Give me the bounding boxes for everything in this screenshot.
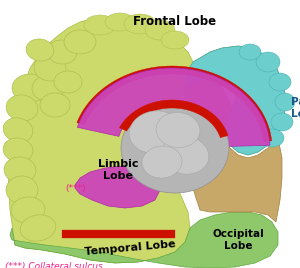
- Text: Temporal Lobe: Temporal Lobe: [84, 239, 176, 257]
- Ellipse shape: [271, 113, 293, 131]
- Polygon shape: [185, 46, 286, 155]
- Ellipse shape: [47, 40, 77, 64]
- Text: Parietal
Lobe: Parietal Lobe: [291, 97, 300, 119]
- Ellipse shape: [84, 15, 116, 35]
- Polygon shape: [62, 230, 175, 238]
- Ellipse shape: [12, 74, 48, 102]
- Text: (***): (***): [65, 184, 85, 192]
- Ellipse shape: [142, 146, 182, 178]
- Ellipse shape: [269, 73, 291, 91]
- Ellipse shape: [121, 103, 229, 193]
- Ellipse shape: [256, 52, 280, 72]
- Ellipse shape: [64, 30, 96, 54]
- Polygon shape: [8, 17, 286, 263]
- Ellipse shape: [20, 215, 56, 241]
- Ellipse shape: [6, 95, 38, 121]
- Polygon shape: [10, 212, 278, 268]
- Ellipse shape: [40, 93, 70, 117]
- Ellipse shape: [3, 118, 33, 142]
- Ellipse shape: [4, 157, 36, 183]
- Ellipse shape: [124, 14, 156, 34]
- Polygon shape: [182, 80, 282, 222]
- Ellipse shape: [6, 176, 38, 204]
- Text: Frontal Lobe: Frontal Lobe: [134, 15, 217, 28]
- Polygon shape: [77, 68, 270, 146]
- Ellipse shape: [32, 75, 64, 101]
- Ellipse shape: [260, 129, 284, 147]
- Ellipse shape: [129, 111, 181, 153]
- Text: (***) Collateral sulcus: (***) Collateral sulcus: [5, 262, 103, 268]
- Ellipse shape: [11, 197, 45, 223]
- Text: Limbic
Lobe: Limbic Lobe: [98, 159, 138, 181]
- Ellipse shape: [105, 13, 135, 31]
- Ellipse shape: [161, 136, 209, 174]
- Ellipse shape: [239, 44, 261, 60]
- Ellipse shape: [145, 20, 175, 40]
- Ellipse shape: [26, 39, 54, 61]
- Ellipse shape: [156, 113, 200, 148]
- Ellipse shape: [54, 71, 82, 93]
- Ellipse shape: [3, 138, 33, 162]
- Ellipse shape: [275, 93, 295, 111]
- Text: Occipital
Lobe: Occipital Lobe: [212, 229, 264, 251]
- Ellipse shape: [161, 31, 189, 49]
- Polygon shape: [77, 66, 272, 142]
- Ellipse shape: [34, 55, 66, 81]
- Polygon shape: [119, 100, 228, 138]
- Polygon shape: [75, 166, 160, 208]
